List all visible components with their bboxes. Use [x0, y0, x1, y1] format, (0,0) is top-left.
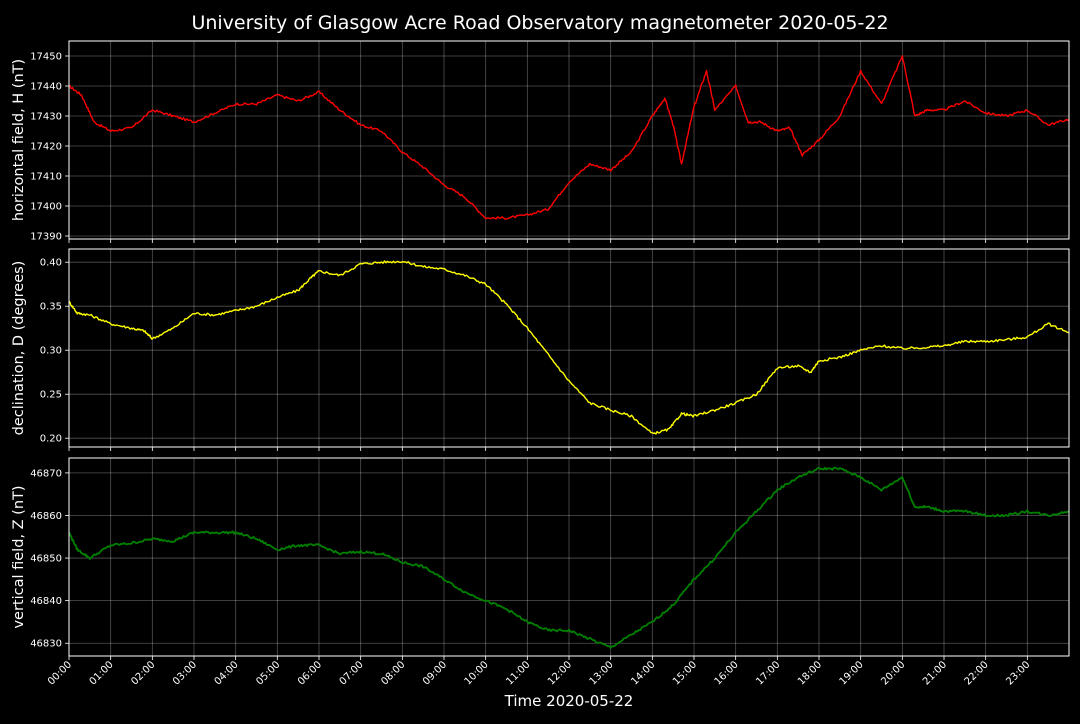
panel-H: 17390 17400 17410 17420 17430 17440 17450horiz… [11, 40, 1070, 243]
y-tick-label: 17390 [30, 232, 62, 243]
y-tick-label: 46850 [30, 554, 62, 565]
y-tick-label: 46860 [30, 511, 62, 522]
y-tick-label: 0.30 [40, 346, 62, 357]
y-tick-label: 17410 [30, 172, 62, 183]
panel-frame [68, 248, 1070, 448]
y-tick-label: 17400 [30, 202, 62, 213]
panel-D: 0.20 0.25 0.30 0.35 0.40 declination, D (degr… [11, 248, 1070, 451]
y-tick-label: 46830 [30, 639, 62, 650]
x-axis-label: Time 2020-05-22 [504, 692, 634, 710]
y-tick-label: 46840 [30, 596, 62, 607]
y-tick-label: 0.40 [40, 258, 62, 269]
panel-frame [68, 40, 1070, 240]
series-line-D [68, 260, 1070, 435]
y-tick-label: 0.35 [40, 302, 62, 313]
y-tick-label: 17450 [30, 52, 62, 63]
series-line-H [68, 55, 1070, 220]
y-tick-label: 46870 [30, 468, 62, 479]
y-tick-label: 0.20 [40, 434, 62, 445]
y-tick-label: 17440 [30, 82, 62, 93]
y-axis-label: declination, D (degrees) [11, 261, 27, 436]
y-tick-label: 17420 [30, 142, 62, 153]
y-tick-label: 0.25 [40, 390, 62, 401]
y-axis-label: vertical field, Z (nT) [11, 485, 27, 628]
panel-frame [68, 457, 1070, 657]
y-axis-label: horizontal field, H (nT) [11, 59, 27, 221]
series-line-Z [68, 466, 1070, 649]
y-tick-label: 17430 [30, 112, 62, 123]
chart-title: University of Glasgow Acre Road Observat… [191, 12, 888, 34]
